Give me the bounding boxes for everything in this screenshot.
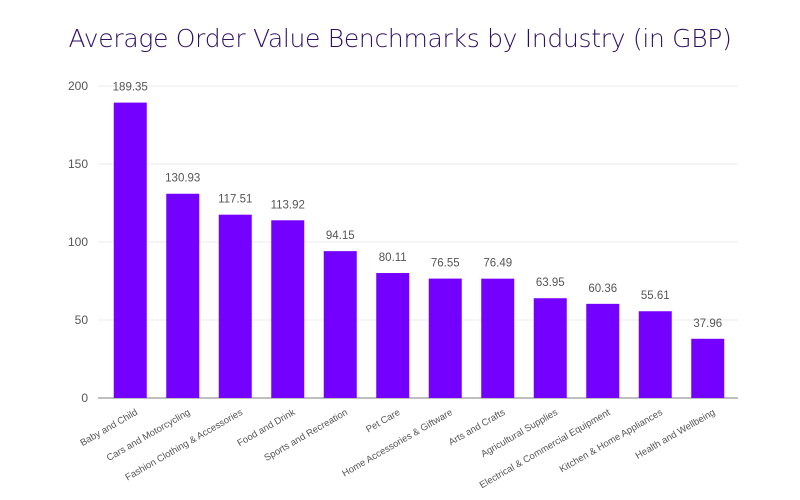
data-label: 189.35 — [113, 82, 148, 94]
data-label: 76.49 — [483, 258, 512, 270]
data-label: 130.93 — [165, 173, 200, 185]
chart-title: Average Order Value Benchmarks by Indust… — [68, 24, 732, 53]
bar — [166, 193, 200, 398]
data-label: 37.96 — [693, 318, 722, 330]
x-tick-label: Pet Care — [364, 407, 402, 435]
data-label: 117.51 — [218, 194, 252, 206]
y-tick-label: 100 — [68, 235, 88, 249]
bar — [376, 273, 410, 398]
bar — [638, 311, 672, 398]
bar — [586, 303, 620, 398]
data-label: 113.92 — [271, 199, 305, 211]
bar — [323, 251, 357, 398]
bar — [533, 298, 567, 398]
bar — [428, 278, 462, 398]
bar — [691, 338, 725, 398]
y-tick-label: 0 — [81, 391, 88, 405]
y-tick-label: 50 — [75, 313, 89, 327]
data-label: 60.36 — [588, 283, 617, 295]
bar — [481, 278, 515, 398]
data-label: 55.61 — [641, 290, 670, 302]
data-label: 63.95 — [536, 277, 565, 289]
bar — [113, 102, 147, 398]
data-label: 76.55 — [431, 258, 460, 270]
x-tick-label: Kitchen & Home Appliances — [558, 407, 665, 475]
data-label: 94.15 — [326, 230, 355, 242]
y-tick-label: 150 — [68, 157, 88, 171]
bar — [218, 214, 252, 398]
data-label: 80.11 — [379, 252, 407, 264]
y-tick-label: 200 — [68, 79, 88, 93]
bar — [271, 220, 305, 398]
